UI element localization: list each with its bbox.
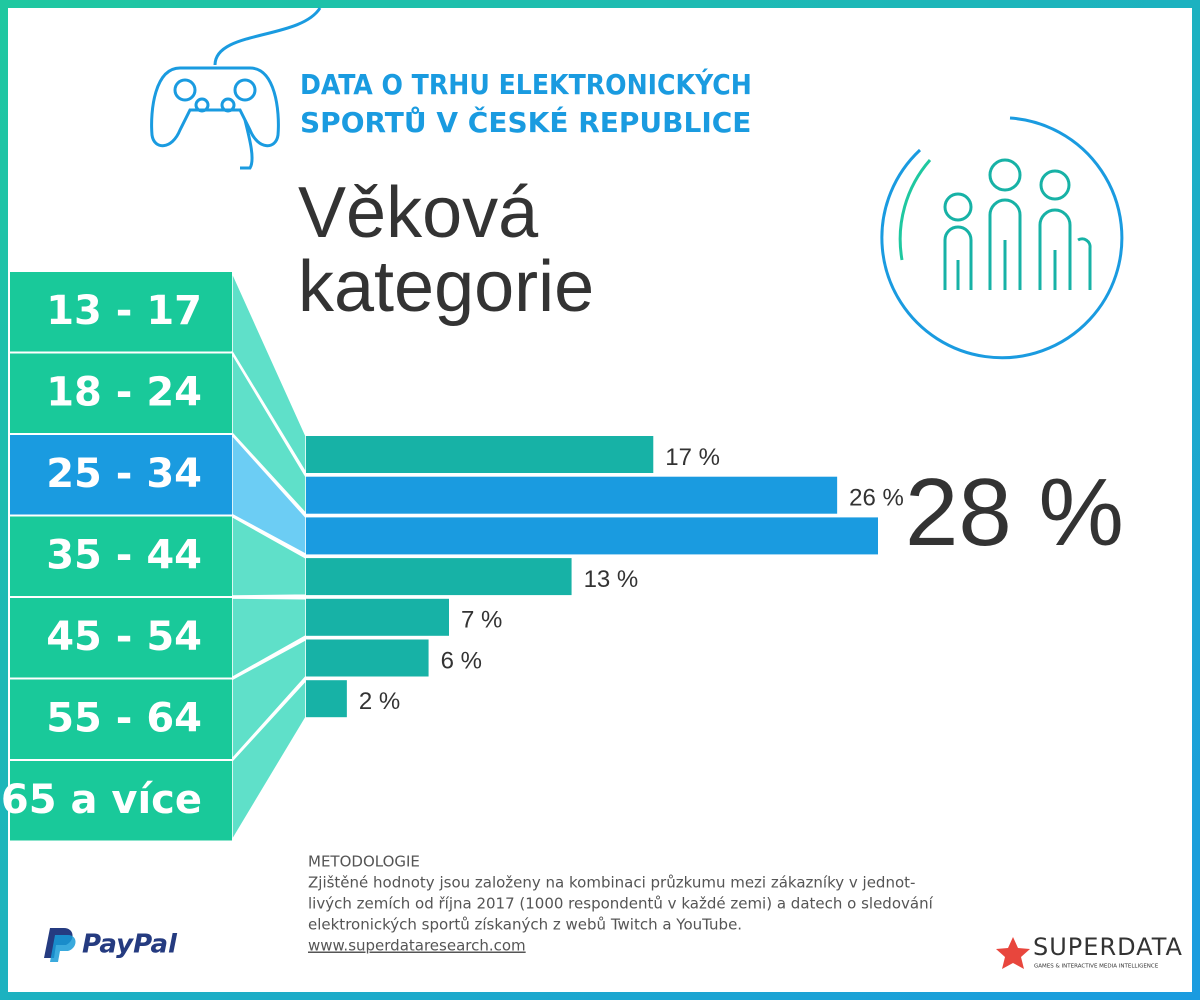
category-label: 65 a více: [1, 777, 202, 823]
bar: [306, 639, 429, 677]
value-label: 2 %: [359, 688, 400, 715]
methodology-text: Zjištěné hodnoty jsou založeny na kombin…: [308, 874, 915, 892]
paypal-text: PayPal: [82, 930, 178, 960]
category-label: 55 - 64: [46, 695, 202, 741]
paypal-logo: [44, 928, 76, 962]
category-box: [10, 435, 232, 515]
chart-title: Věková: [298, 173, 539, 253]
methodology-link[interactable]: www.superdataresearch.com: [308, 937, 526, 955]
category-label: 13 - 17: [46, 288, 202, 334]
category-label: 18 - 24: [46, 369, 202, 415]
controller-icon: [150, 7, 322, 170]
bar: [306, 598, 449, 636]
methodology-text: elektronických sportů získaných z webů T…: [308, 916, 742, 934]
methodology-heading: METODOLOGIE: [308, 853, 420, 871]
category-box: [10, 598, 232, 678]
value-label: 6 %: [441, 647, 482, 674]
superdata-tagline: GAMES & INTERACTIVE MEDIA INTELLIGENCE: [1034, 964, 1159, 970]
highlight-value-label: 28 %: [905, 459, 1124, 566]
category-box: [10, 761, 232, 841]
category-label: 25 - 34: [46, 451, 202, 497]
bar: [306, 558, 572, 596]
bar: [306, 517, 878, 555]
category-box: [10, 679, 232, 759]
superdata-star: [996, 937, 1030, 969]
chart-title: kategorie: [298, 247, 594, 327]
bar: [306, 680, 347, 718]
superdata-text: SUPERDATA: [1033, 933, 1183, 961]
methodology-text: livých zemích od října 2017 (1000 respon…: [308, 895, 934, 913]
value-label: 26 %: [849, 485, 904, 512]
bar: [306, 436, 654, 473]
value-label: 17 %: [665, 444, 720, 471]
category-label: 45 - 54: [46, 614, 202, 660]
value-label: 13 %: [584, 566, 639, 593]
category-box: [10, 516, 232, 596]
people-icon: [880, 116, 1124, 360]
category-box: [10, 272, 232, 352]
bar: [306, 476, 838, 514]
category-box: [10, 353, 232, 433]
header-title: DATA O TRHU ELEKTRONICKÝCH: [300, 67, 752, 101]
category-label: 35 - 44: [46, 532, 202, 578]
value-label: 7 %: [461, 607, 502, 634]
header-title: SPORTŮ V ČESKÉ REPUBLICE: [300, 105, 751, 139]
